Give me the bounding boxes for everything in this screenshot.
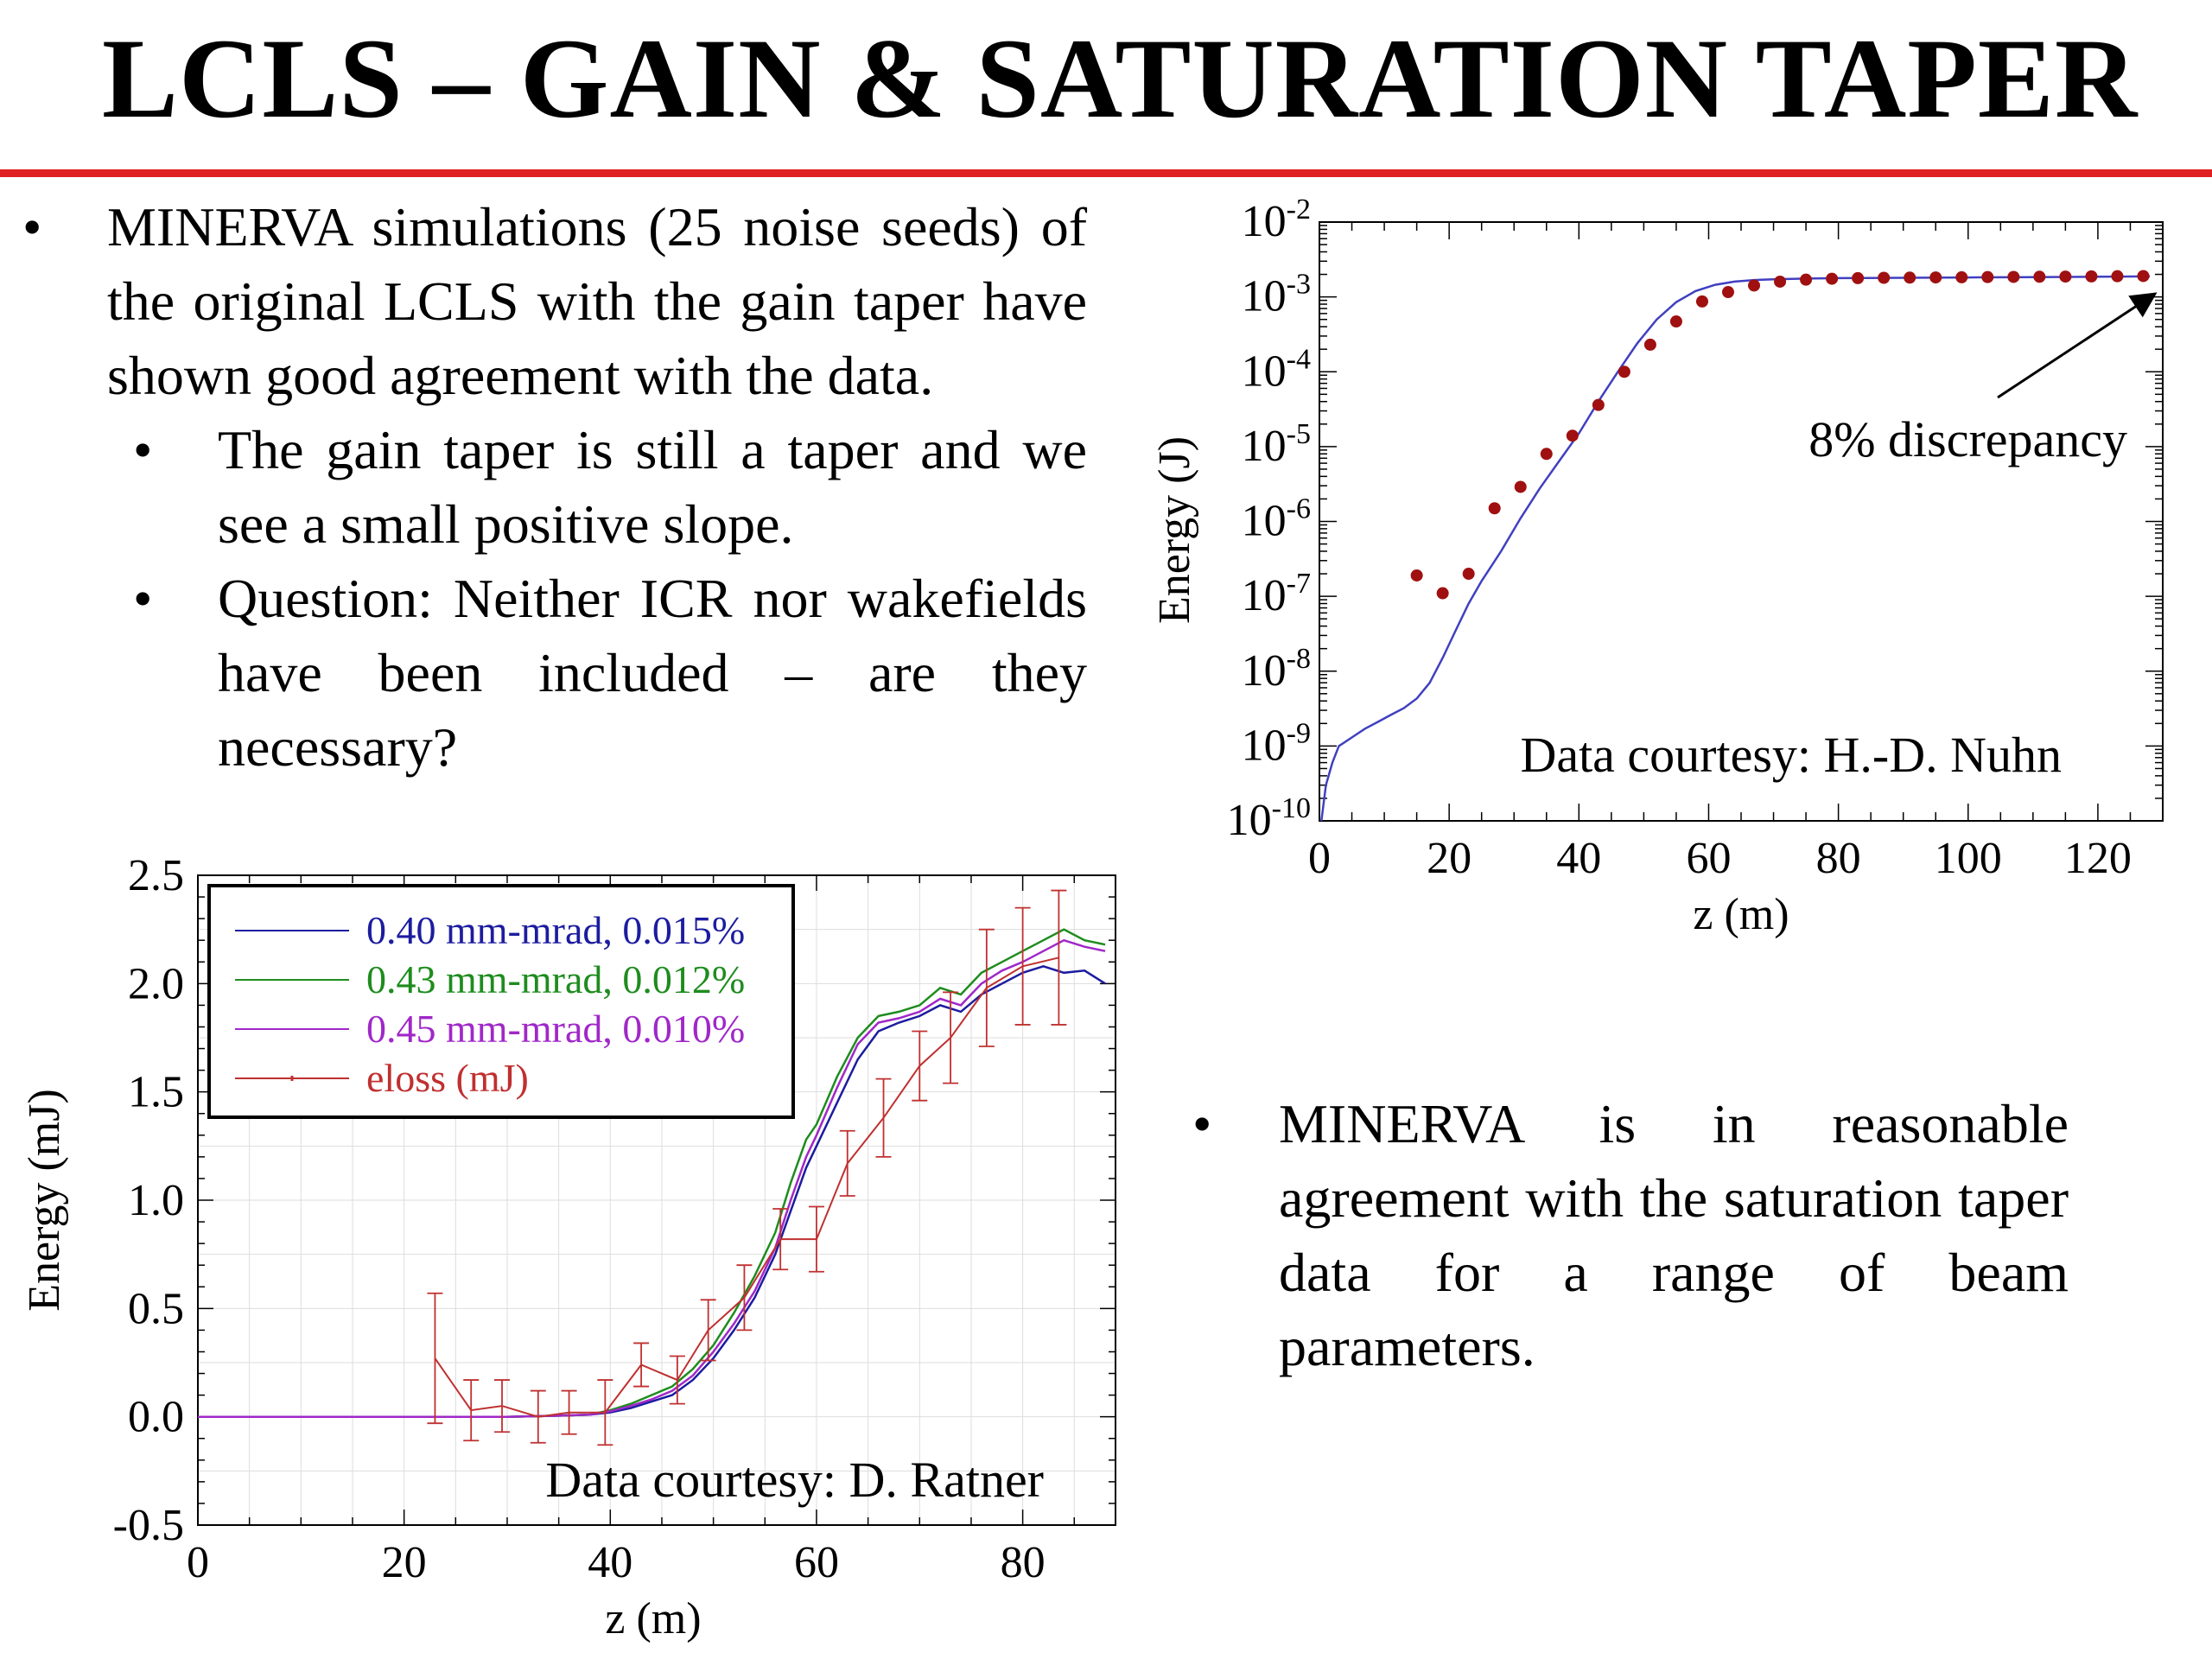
data-point bbox=[1462, 568, 1475, 581]
y-tick-label: 10-3 bbox=[1242, 269, 1311, 321]
y-tick-label: 10-7 bbox=[1242, 568, 1311, 620]
y-tick-label: 10-8 bbox=[1242, 643, 1311, 696]
title-divider bbox=[0, 169, 2212, 177]
bullet-text: MINERVA simulations (25 noise seeds) of … bbox=[107, 196, 1087, 406]
bullet-dot: • bbox=[133, 419, 153, 480]
x-tick-label: 60 bbox=[794, 1538, 839, 1587]
data-point bbox=[1436, 587, 1449, 600]
data-point bbox=[1540, 448, 1553, 461]
bullet-text: MINERVA is in reasonable agreement with … bbox=[1279, 1093, 2069, 1377]
legend-label: 0.40 mm-mrad, 0.015% bbox=[366, 908, 745, 952]
bullet-dot: • bbox=[133, 568, 153, 629]
x-tick-label: 60 bbox=[1686, 834, 1731, 883]
y-tick-label: 2.5 bbox=[128, 851, 184, 900]
bullet-dot: • bbox=[22, 196, 42, 257]
y-tick-label: 2.0 bbox=[128, 959, 184, 1008]
data-point bbox=[2137, 270, 2150, 283]
data-point bbox=[1643, 338, 1656, 351]
data-point bbox=[1852, 271, 1865, 284]
data-point bbox=[1618, 365, 1630, 378]
data-point bbox=[2111, 270, 2124, 283]
discrepancy-label: 8% discrepancy bbox=[1808, 411, 2127, 467]
y-tick-label: 1.5 bbox=[128, 1068, 184, 1117]
x-axis-title: z (m) bbox=[1693, 890, 1789, 939]
data-point bbox=[2033, 270, 2046, 283]
data-point bbox=[1929, 271, 1942, 284]
discrepancy-arrow bbox=[1997, 292, 2158, 399]
x-tick-label: 120 bbox=[2064, 834, 2132, 883]
data-point bbox=[1981, 270, 1994, 283]
bullet-item: • MINERVA simulations (25 noise seeds) o… bbox=[22, 190, 1087, 785]
y-tick-label: 10-9 bbox=[1242, 717, 1311, 770]
x-tick-label: 0 bbox=[1308, 834, 1331, 883]
y-tick-label: -0.5 bbox=[113, 1501, 184, 1550]
x-tick-label: 20 bbox=[382, 1538, 427, 1587]
data-point bbox=[1904, 271, 1916, 284]
data-point bbox=[1721, 286, 1734, 299]
sub-bullet-item: • The gain taper is still a taper and we… bbox=[107, 413, 1087, 562]
x-tick-label: 80 bbox=[1001, 1538, 1046, 1587]
data-point bbox=[1488, 502, 1501, 515]
bullet-dot: • bbox=[1192, 1093, 1212, 1154]
x-tick-label: 100 bbox=[1935, 834, 2002, 883]
y-tick-label: 10-5 bbox=[1242, 418, 1311, 471]
y-axis-title: Energy (J) bbox=[1150, 436, 1199, 624]
simulation-line bbox=[198, 938, 1106, 1418]
sub-bullet-text: The gain taper is still a taper and we s… bbox=[218, 419, 1087, 555]
data-point bbox=[2059, 270, 2072, 283]
courtesy-label: Data courtesy: H.-D. Nuhn bbox=[1520, 727, 2062, 783]
data-point bbox=[1878, 271, 1891, 284]
data-point bbox=[1774, 275, 1787, 288]
data-point bbox=[1695, 295, 1708, 308]
y-tick-label: 10-10 bbox=[1227, 792, 1311, 845]
x-tick-label: 0 bbox=[187, 1538, 209, 1587]
log-energy-chart: 0 20 40 60 80 100 120 10-10 10-9 10-8 10-7 10-6 10-5… bbox=[1150, 194, 2164, 939]
data-point bbox=[2007, 270, 2020, 283]
y-tick-label: 10-6 bbox=[1242, 493, 1311, 546]
x-tick-label: 20 bbox=[1427, 834, 1471, 883]
x-tick-label: 40 bbox=[588, 1538, 632, 1587]
slide-title: LCLS – GAIN & SATURATION TAPER bbox=[102, 15, 2139, 142]
y-tick-label: 10-2 bbox=[1242, 194, 1311, 246]
data-point bbox=[1410, 569, 1423, 582]
data-point bbox=[1566, 429, 1579, 442]
sub-bullet-text: Question: Neither ICR nor wakefields hav… bbox=[218, 568, 1087, 778]
linear-energy-chart: 0 20 40 60 80 -0.5 0.0 0.5 1.0 1.5 2.0 2.5 z (m) Ener… bbox=[20, 851, 1116, 1643]
y-axis-title: Energy (mJ) bbox=[20, 1089, 69, 1312]
x-tick-label: 80 bbox=[1816, 834, 1861, 883]
legend-label: 0.43 mm-mrad, 0.012% bbox=[366, 957, 745, 1001]
left-bullet-list: • MINERVA simulations (25 noise seeds) o… bbox=[22, 190, 1087, 785]
data-point bbox=[1955, 270, 1968, 283]
y-tick-label: 0.5 bbox=[128, 1284, 184, 1333]
right-bullet-list: • MINERVA is in reasonable agreement wit… bbox=[1192, 1087, 2069, 1384]
data-point bbox=[2085, 270, 2098, 283]
x-tick-label: 40 bbox=[1556, 834, 1601, 883]
data-point bbox=[1592, 398, 1605, 411]
y-tick-label: 10-4 bbox=[1242, 343, 1311, 396]
legend-label: eloss (mJ) bbox=[366, 1056, 529, 1100]
courtesy-label: Data courtesy: D. Ratner bbox=[545, 1452, 1044, 1508]
data-point bbox=[1800, 273, 1813, 286]
data-point bbox=[1748, 279, 1761, 292]
legend-label: 0.45 mm-mrad, 0.010% bbox=[366, 1007, 745, 1051]
y-tick-label: 1.0 bbox=[128, 1176, 184, 1225]
data-point bbox=[1514, 480, 1527, 493]
data-point bbox=[1826, 272, 1839, 285]
data-point bbox=[1669, 315, 1682, 328]
x-axis-title: z (m) bbox=[605, 1594, 701, 1643]
sub-bullet-item: • Question: Neither ICR nor wakefields h… bbox=[107, 562, 1087, 785]
y-tick-label: 0.0 bbox=[128, 1393, 184, 1442]
bullet-item: • MINERVA is in reasonable agreement wit… bbox=[1192, 1087, 2069, 1384]
